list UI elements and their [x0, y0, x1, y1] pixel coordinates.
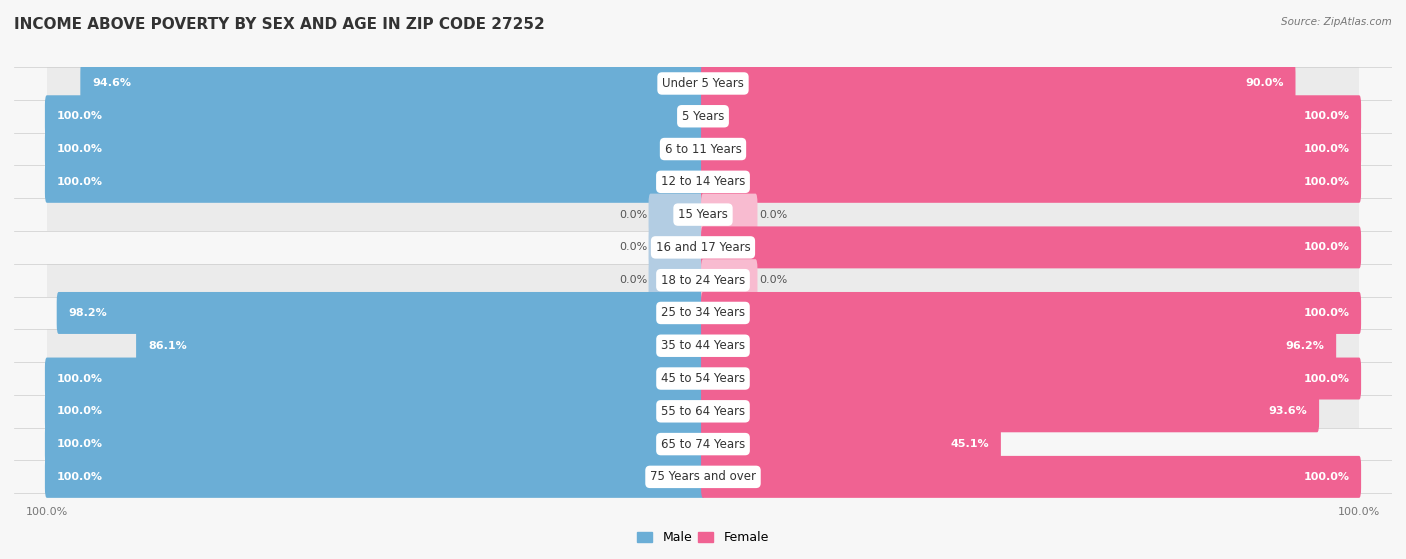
FancyBboxPatch shape: [45, 423, 704, 465]
FancyBboxPatch shape: [46, 264, 1360, 297]
Text: 98.2%: 98.2%: [69, 308, 107, 318]
FancyBboxPatch shape: [46, 132, 1360, 165]
FancyBboxPatch shape: [46, 67, 1360, 100]
Text: 100.0%: 100.0%: [1303, 177, 1350, 187]
FancyBboxPatch shape: [46, 297, 1360, 329]
FancyBboxPatch shape: [46, 100, 1360, 132]
Text: 100.0%: 100.0%: [56, 373, 103, 383]
Text: INCOME ABOVE POVERTY BY SEX AND AGE IN ZIP CODE 27252: INCOME ABOVE POVERTY BY SEX AND AGE IN Z…: [14, 17, 544, 32]
FancyBboxPatch shape: [45, 390, 704, 432]
Text: 100.0%: 100.0%: [56, 406, 103, 416]
Text: Under 5 Years: Under 5 Years: [662, 77, 744, 90]
Text: 0.0%: 0.0%: [759, 210, 787, 220]
Text: 100.0%: 100.0%: [56, 177, 103, 187]
FancyBboxPatch shape: [702, 456, 1361, 498]
Text: 18 to 24 Years: 18 to 24 Years: [661, 274, 745, 287]
FancyBboxPatch shape: [702, 63, 1295, 105]
FancyBboxPatch shape: [702, 226, 1361, 268]
Text: 6 to 11 Years: 6 to 11 Years: [665, 143, 741, 155]
FancyBboxPatch shape: [56, 292, 704, 334]
FancyBboxPatch shape: [702, 325, 1336, 367]
FancyBboxPatch shape: [702, 193, 758, 235]
FancyBboxPatch shape: [702, 161, 1361, 203]
Text: 5 Years: 5 Years: [682, 110, 724, 123]
FancyBboxPatch shape: [46, 461, 1360, 493]
FancyBboxPatch shape: [702, 358, 1361, 400]
Text: 93.6%: 93.6%: [1268, 406, 1308, 416]
Text: 86.1%: 86.1%: [148, 341, 187, 350]
Text: 100.0%: 100.0%: [56, 111, 103, 121]
Text: 12 to 14 Years: 12 to 14 Years: [661, 176, 745, 188]
FancyBboxPatch shape: [702, 423, 1001, 465]
FancyBboxPatch shape: [702, 128, 1361, 170]
FancyBboxPatch shape: [45, 358, 704, 400]
Text: 45 to 54 Years: 45 to 54 Years: [661, 372, 745, 385]
Text: 0.0%: 0.0%: [619, 243, 647, 253]
FancyBboxPatch shape: [702, 390, 1319, 432]
Text: Source: ZipAtlas.com: Source: ZipAtlas.com: [1281, 17, 1392, 27]
Text: 16 and 17 Years: 16 and 17 Years: [655, 241, 751, 254]
Text: 100.0%: 100.0%: [56, 439, 103, 449]
FancyBboxPatch shape: [648, 193, 704, 235]
Text: 100.0%: 100.0%: [56, 472, 103, 482]
Text: 0.0%: 0.0%: [759, 275, 787, 285]
FancyBboxPatch shape: [702, 292, 1361, 334]
FancyBboxPatch shape: [45, 95, 704, 138]
FancyBboxPatch shape: [45, 456, 704, 498]
Text: 75 Years and over: 75 Years and over: [650, 470, 756, 484]
Text: 65 to 74 Years: 65 to 74 Years: [661, 438, 745, 451]
Text: 25 to 34 Years: 25 to 34 Years: [661, 306, 745, 319]
FancyBboxPatch shape: [46, 231, 1360, 264]
FancyBboxPatch shape: [702, 259, 758, 301]
FancyBboxPatch shape: [136, 325, 704, 367]
Text: 0.0%: 0.0%: [619, 210, 647, 220]
FancyBboxPatch shape: [46, 428, 1360, 461]
Text: 55 to 64 Years: 55 to 64 Years: [661, 405, 745, 418]
Text: 0.0%: 0.0%: [619, 275, 647, 285]
Legend: Male, Female: Male, Female: [633, 526, 773, 549]
Text: 100.0%: 100.0%: [1303, 373, 1350, 383]
Text: 100.0%: 100.0%: [1303, 243, 1350, 253]
FancyBboxPatch shape: [46, 395, 1360, 428]
FancyBboxPatch shape: [46, 198, 1360, 231]
FancyBboxPatch shape: [45, 128, 704, 170]
FancyBboxPatch shape: [702, 95, 1361, 138]
Text: 45.1%: 45.1%: [950, 439, 988, 449]
FancyBboxPatch shape: [46, 329, 1360, 362]
Text: 100.0%: 100.0%: [1303, 111, 1350, 121]
Text: 94.6%: 94.6%: [93, 78, 131, 88]
Text: 100.0%: 100.0%: [1303, 472, 1350, 482]
FancyBboxPatch shape: [45, 161, 704, 203]
Text: 96.2%: 96.2%: [1285, 341, 1324, 350]
Text: 100.0%: 100.0%: [56, 144, 103, 154]
Text: 100.0%: 100.0%: [1303, 308, 1350, 318]
Text: 15 Years: 15 Years: [678, 208, 728, 221]
FancyBboxPatch shape: [80, 63, 704, 105]
FancyBboxPatch shape: [46, 362, 1360, 395]
FancyBboxPatch shape: [648, 226, 704, 268]
Text: 35 to 44 Years: 35 to 44 Years: [661, 339, 745, 352]
Text: 90.0%: 90.0%: [1246, 78, 1284, 88]
FancyBboxPatch shape: [648, 259, 704, 301]
FancyBboxPatch shape: [46, 165, 1360, 198]
Text: 100.0%: 100.0%: [1303, 144, 1350, 154]
